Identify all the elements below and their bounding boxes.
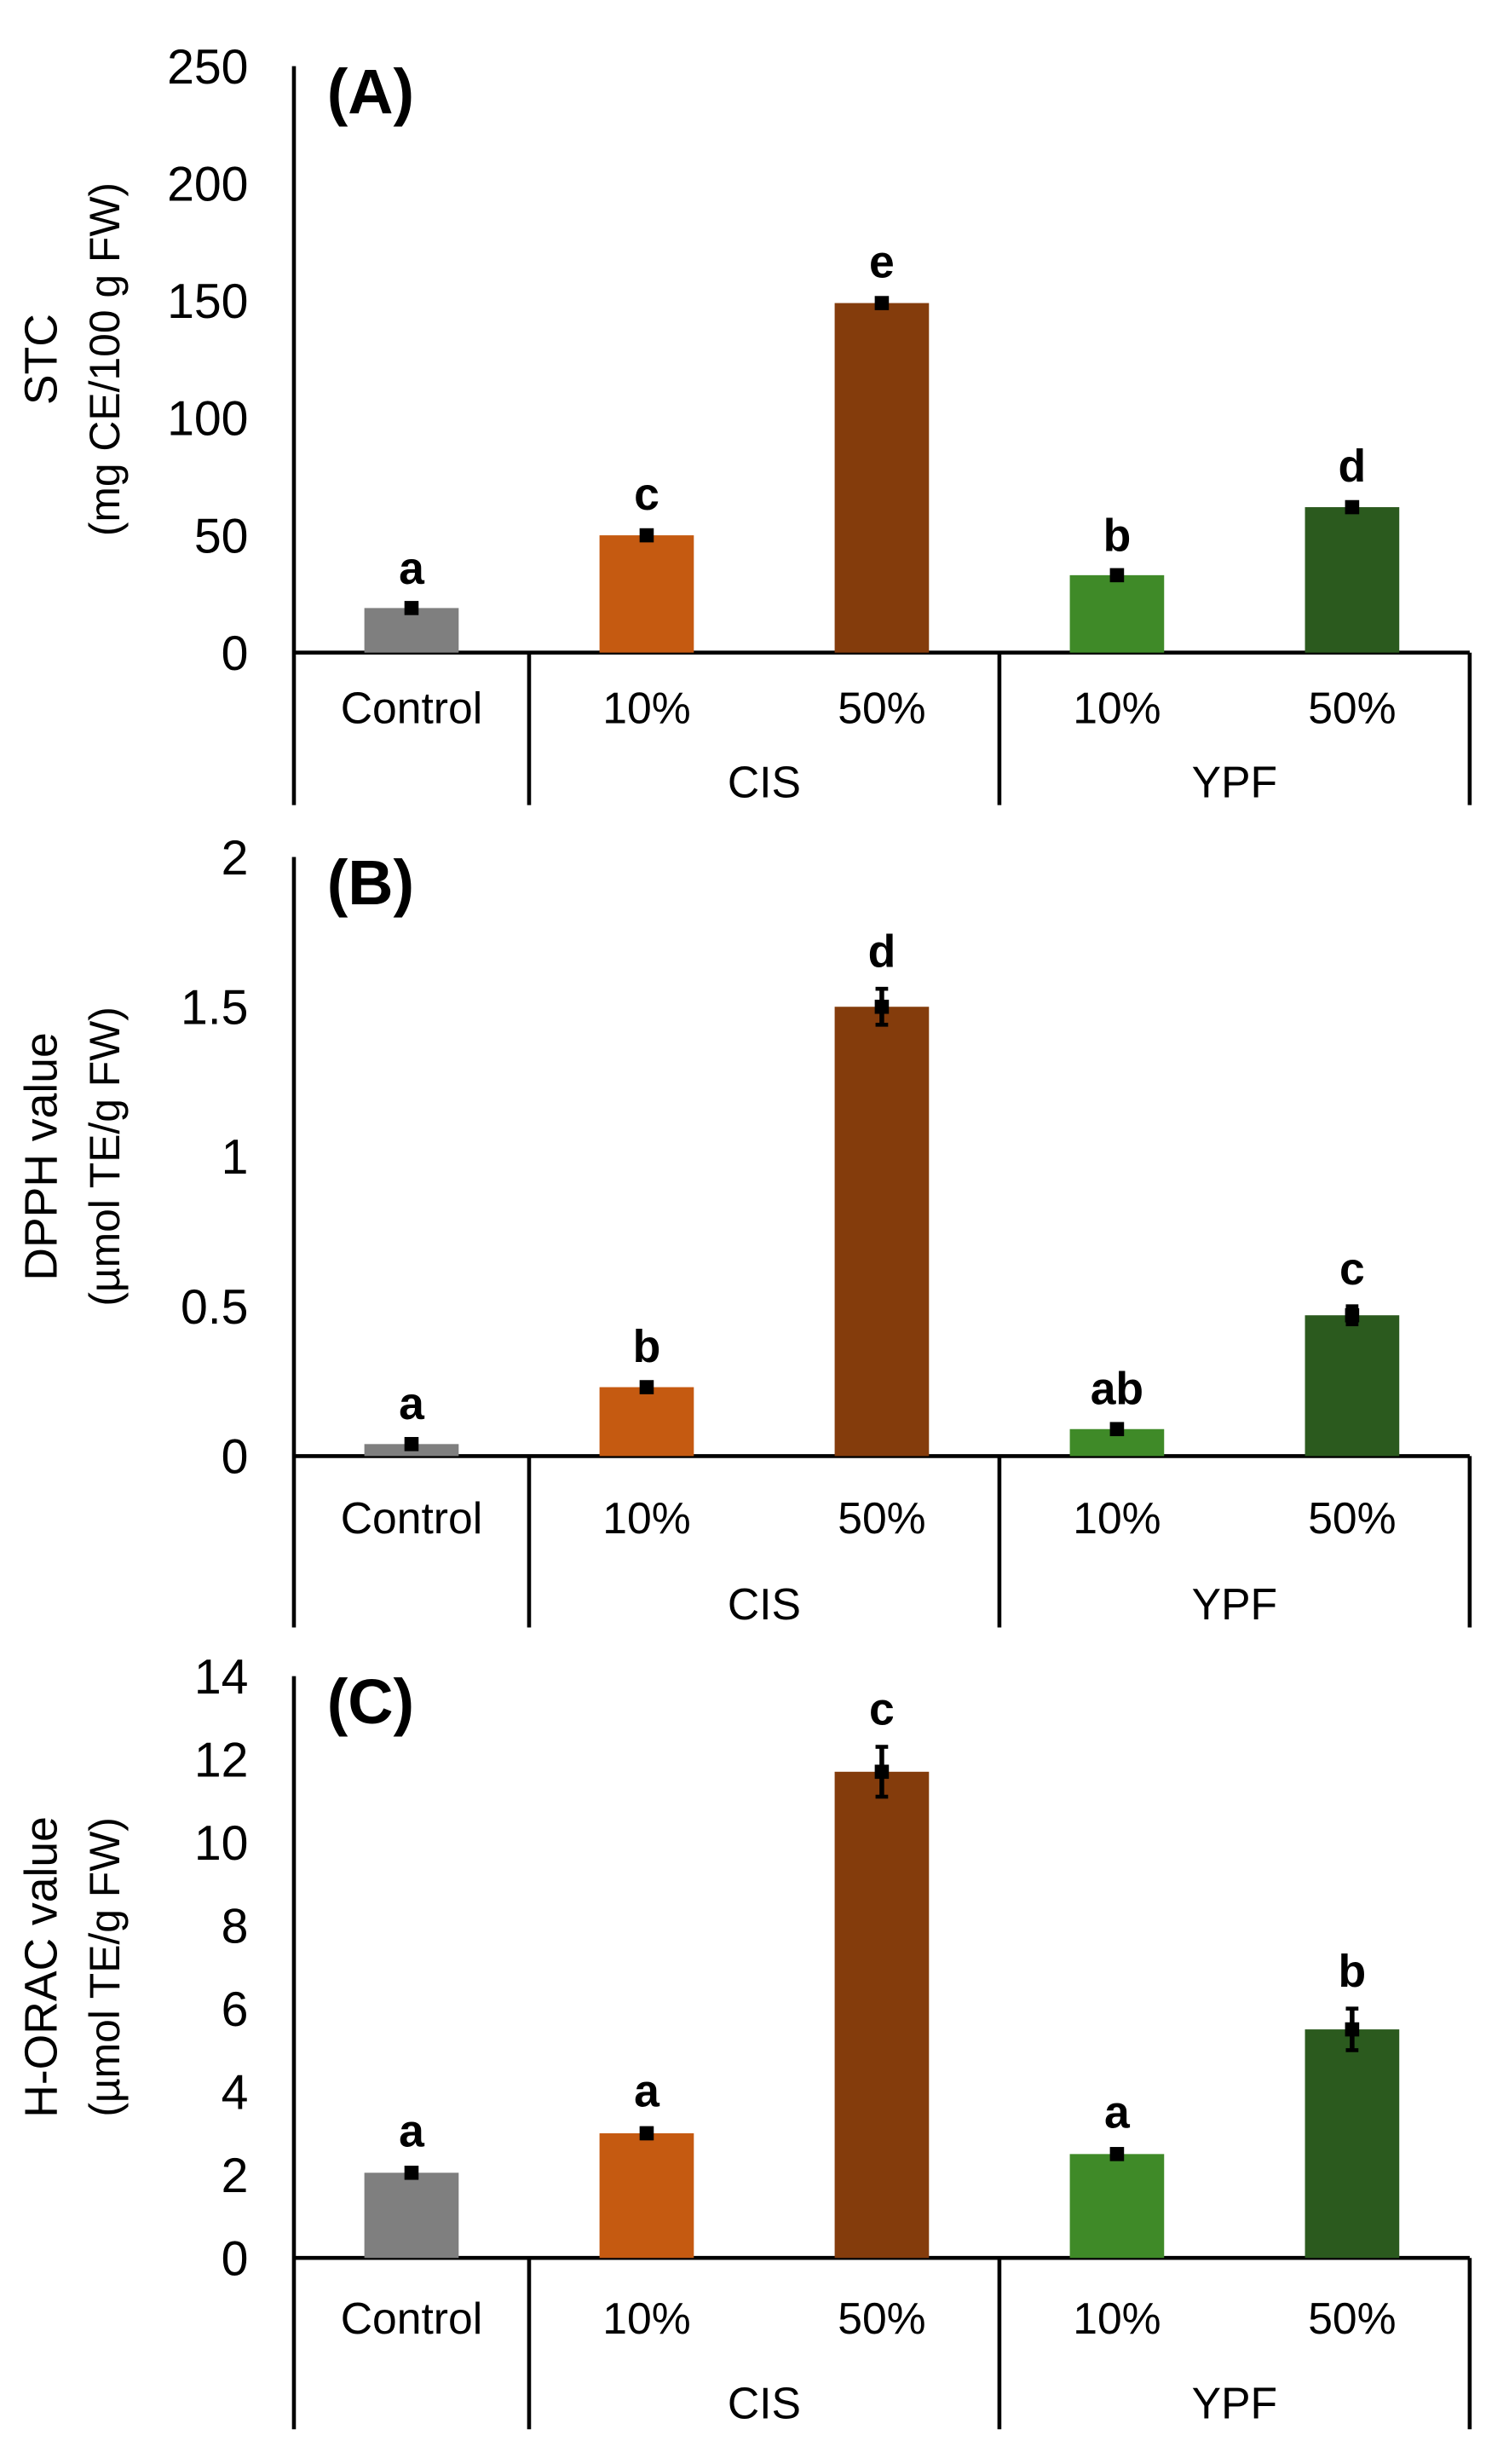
significance-letter: a	[399, 544, 425, 594]
significance-letter: b	[1103, 511, 1132, 561]
significance-letter: a	[399, 1379, 425, 1429]
y-axis-label: DPPH value	[16, 1032, 66, 1280]
significance-letter: c	[869, 1685, 895, 1735]
y-axis-label: STC	[16, 314, 66, 405]
mean-marker	[639, 1380, 654, 1394]
y-tick-label: 50	[194, 509, 249, 563]
category-label: 10%	[602, 2294, 690, 2343]
mean-marker	[1109, 2147, 1125, 2161]
significance-letter: c	[634, 470, 659, 520]
group-label: YPF	[1192, 757, 1277, 806]
panel-label: (A)	[327, 56, 414, 127]
mean-marker	[1345, 499, 1360, 515]
mean-marker	[639, 2126, 654, 2141]
bar	[599, 1387, 694, 1457]
category-label: 10%	[1073, 684, 1161, 733]
mean-marker	[874, 999, 890, 1014]
bar	[834, 1007, 930, 1457]
y-tick-label: 200	[167, 158, 248, 212]
category-label: 10%	[602, 684, 690, 733]
y-tick-label: 150	[167, 274, 248, 329]
significance-letter: a	[634, 2066, 660, 2116]
category-label: Control	[341, 2294, 482, 2343]
panel-label: (B)	[327, 847, 414, 918]
y-axis-label: (mg CE/100 g FW)	[81, 182, 129, 536]
category-label: 50%	[1308, 1493, 1396, 1543]
significance-letter: ab	[1091, 1364, 1143, 1414]
category-label: 10%	[602, 1493, 690, 1543]
panel-label: (C)	[327, 1666, 414, 1737]
significance-letter: c	[1339, 1244, 1365, 1295]
bar	[1305, 1315, 1400, 1457]
group-label: YPF	[1192, 2378, 1277, 2427]
mean-marker	[1109, 568, 1125, 583]
y-tick-label: 0.5	[181, 1280, 248, 1335]
group-label: CIS	[728, 1579, 801, 1629]
y-tick-label: 250	[167, 40, 248, 95]
y-tick-label: 0	[222, 2232, 249, 2287]
category-label: 50%	[838, 684, 925, 733]
bar	[1069, 2154, 1165, 2259]
bar	[834, 303, 930, 653]
mean-marker	[1345, 1307, 1360, 1323]
mean-marker	[404, 601, 419, 615]
significance-letter: d	[1339, 441, 1367, 492]
bar	[599, 535, 694, 653]
y-axis-label: H-ORAC value	[16, 1816, 66, 2118]
mean-marker	[1345, 2022, 1360, 2037]
significance-letter: a	[399, 2107, 425, 2157]
category-label: Control	[341, 684, 482, 733]
mean-marker	[874, 1764, 890, 1780]
y-tick-label: 1	[222, 1130, 249, 1185]
y-tick-label: 0	[222, 1430, 249, 1485]
panel-a: 0 50 100 150 200 250 STC (mg CE/100 g FW) (A) a Co…	[16, 40, 1472, 806]
y-tick-label: 6	[222, 1982, 249, 2037]
bar	[1069, 574, 1165, 653]
y-tick-label: 1.5	[181, 981, 248, 1036]
significance-letter: d	[868, 926, 896, 977]
mean-marker	[404, 1437, 419, 1451]
group-label: CIS	[728, 2378, 801, 2427]
panel-c: 0 2 4 6 8 10 12 14 H-ORAC value (µmol TE/g FW) (C)…	[16, 1650, 1472, 2430]
bar	[834, 1771, 930, 2259]
y-axis-label: (µmol TE/g FW)	[81, 1817, 129, 2116]
y-tick-label: 2	[222, 831, 249, 886]
mean-marker	[404, 2165, 419, 2180]
y-tick-label: 2	[222, 2149, 249, 2203]
mean-marker	[639, 528, 654, 543]
category-label: Control	[341, 1493, 482, 1543]
bar	[599, 2132, 694, 2259]
y-tick-label: 8	[222, 1899, 249, 1953]
bar	[364, 2173, 459, 2259]
mean-marker	[874, 296, 890, 310]
category-label: 10%	[1073, 2294, 1161, 2343]
y-axis-label: (µmol TE/g FW)	[81, 1007, 129, 1306]
bar	[364, 608, 459, 653]
mean-marker	[1109, 1422, 1125, 1437]
y-tick-label: 14	[194, 1650, 249, 1705]
group-label: YPF	[1192, 1579, 1277, 1629]
bar	[1305, 2029, 1400, 2259]
bar	[1305, 507, 1400, 653]
y-tick-label: 12	[194, 1733, 249, 1787]
y-tick-label: 0	[222, 626, 249, 681]
y-tick-label: 10	[194, 1816, 249, 1871]
category-label: 50%	[838, 2294, 925, 2343]
category-label: 50%	[1308, 2294, 1396, 2343]
category-label: 50%	[1308, 684, 1396, 733]
significance-letter: e	[869, 238, 895, 288]
group-label: CIS	[728, 757, 801, 806]
significance-letter: a	[1104, 2088, 1131, 2138]
category-label: 50%	[838, 1493, 925, 1543]
panel-b: 0 0.5 1 1.5 2 DPPH value (µmol TE/g FW) (B) a Con…	[16, 831, 1472, 1629]
y-tick-label: 100	[167, 392, 248, 447]
significance-letter: b	[1339, 1947, 1367, 1997]
category-label: 10%	[1073, 1493, 1161, 1543]
significance-letter: b	[633, 1322, 661, 1372]
y-tick-label: 4	[222, 2065, 249, 2120]
